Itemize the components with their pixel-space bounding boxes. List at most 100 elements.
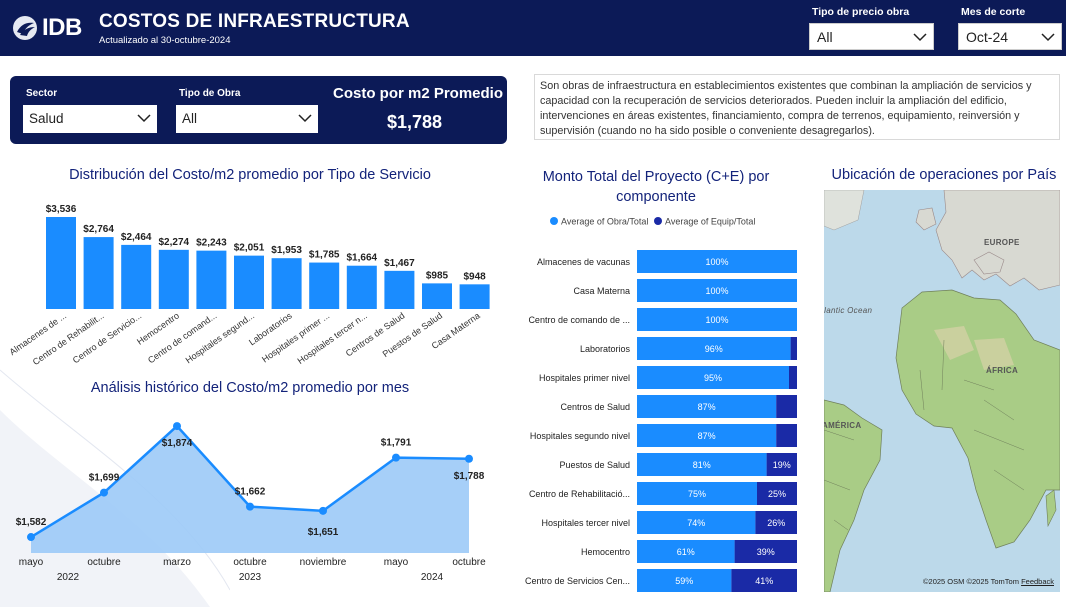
tipo-obra-select[interactable]: All	[176, 105, 318, 133]
stack-bar-equip-3	[790, 337, 797, 360]
area-x-label: octubre	[87, 557, 121, 568]
area-chart: $1,582 mayo $1,699 octubre $1,874 marzo $1,662…	[16, 422, 486, 583]
area-value-label: $1,788	[454, 471, 485, 482]
page-subtitle: Actualizado al 30-octubre-2024	[99, 35, 231, 46]
map-label-america: AMÉRICA	[824, 421, 862, 430]
stack-category-label: Centro de comando de ...	[528, 315, 630, 325]
bar-value-label: $2,243	[196, 238, 227, 249]
stack-label-equip: 41%	[755, 576, 773, 586]
area-point-0	[27, 533, 35, 542]
stack-label-obra: 74%	[687, 518, 705, 528]
area-value-label: $1,662	[235, 487, 266, 498]
filter-panel: Sector Salud Tipo de Obra All Costo por …	[10, 76, 507, 144]
bar-chart-title: Distribución del Costo/m2 promedio por T…	[69, 167, 431, 183]
map-feedback-link[interactable]: Feedback	[1021, 577, 1054, 586]
stack-category-label: Puestos de Salud	[559, 460, 630, 470]
bar-5	[234, 255, 264, 309]
tipo-precio-select[interactable]: All	[809, 23, 934, 50]
kpi-title: Costo por m2 Promedio	[333, 85, 504, 102]
stack-bar-equip-5	[776, 395, 797, 418]
bar-value-label: $2,051	[234, 243, 265, 254]
stack-category-label: Centro de Servicios Cen...	[525, 576, 630, 586]
map-label-africa: ÁFRICA	[986, 366, 1019, 375]
area-point-6	[465, 454, 473, 463]
bar-category-label: Centro de comand...	[146, 310, 219, 365]
area-x-label: mayo	[19, 557, 44, 568]
tipo-precio-value: All	[817, 29, 833, 45]
area-point-3	[246, 502, 254, 511]
chevron-down-icon	[913, 33, 927, 42]
bar-7	[309, 262, 340, 309]
stack-category-label: Hospitales tercer nivel	[541, 518, 630, 528]
stack-bar-obra-5	[637, 395, 777, 418]
sector-label: Sector	[26, 88, 58, 99]
page-title: COSTOS DE INFRAESTRUCTURA	[99, 11, 410, 32]
world-map[interactable]: EUROPE Atlantic Ocean ÁFRICA AMÉRICA ©20…	[824, 190, 1060, 592]
chevron-down-icon	[1041, 33, 1055, 42]
bar-value-label: $1,785	[309, 250, 340, 261]
area-x-label: mayo	[384, 557, 409, 568]
map-label-ocean: Atlantic Ocean	[824, 306, 873, 315]
stack-category-label: Centros de Salud	[560, 402, 630, 412]
bar-value-label: $1,467	[384, 258, 415, 269]
area-point-4	[319, 506, 327, 515]
bar-0	[46, 217, 76, 309]
stack-label-obra: 100%	[705, 315, 728, 325]
mes-corte-value: Oct-24	[966, 29, 1009, 45]
line-chart-title: Análisis histórico del Costo/m2 promedio…	[90, 380, 410, 396]
area-value-label: $1,651	[308, 527, 339, 538]
logo-text: IDB	[42, 14, 82, 41]
bar-3	[158, 249, 189, 309]
stack-bar-obra-11	[637, 569, 732, 592]
area-value-label: $1,582	[16, 517, 47, 528]
stack-bar-obra-4	[637, 366, 789, 389]
stacked-chart-title: Monto Total del Proyecto (C+E) por compo…	[542, 169, 770, 205]
map-title: Ubicación de operaciones por País	[831, 167, 1057, 183]
bar-category-label: Centro de Rehabilit...	[31, 310, 106, 367]
stack-category-label: Centro de Rehabilitació...	[529, 489, 630, 499]
mes-corte-select[interactable]: Oct-24	[958, 23, 1062, 50]
stack-category-label: Hospitales primer nivel	[539, 373, 630, 383]
bar-value-label: $2,274	[159, 237, 190, 248]
chevron-down-icon	[137, 114, 151, 123]
stack-label-equip: 25%	[768, 489, 786, 499]
map-label-europe: EUROPE	[984, 238, 1020, 247]
stack-bar-obra-0	[637, 250, 797, 273]
bar-category-label: Hospitales segund...	[184, 310, 257, 365]
stack-bar-obra-3	[637, 337, 791, 360]
stack-category-label: Almacenes de vacunas	[537, 257, 631, 267]
legend-marker-1	[654, 217, 662, 225]
area-year-label: 2023	[239, 572, 262, 583]
area-x-label: octubre	[452, 557, 486, 568]
sector-select[interactable]: Salud	[23, 105, 157, 133]
stack-bar-equip-11	[731, 569, 797, 592]
bar-value-label: $2,464	[121, 232, 152, 243]
stack-label-equip: 39%	[757, 547, 775, 557]
bar-8	[346, 265, 377, 309]
bar-value-label: $985	[426, 270, 449, 281]
stacked-bar-chart: Average of Obra/Total Average of Equip/To…	[525, 217, 797, 592]
area-x-label: noviembre	[300, 557, 347, 568]
stack-label-obra: 75%	[688, 489, 706, 499]
chevron-down-icon	[298, 114, 312, 123]
stack-bar-obra-9	[637, 511, 756, 534]
filter-label-mes-corte: Mes de corte	[961, 6, 1026, 18]
bar-value-label: $2,764	[83, 224, 114, 235]
stack-category-label: Hemocentro	[581, 547, 630, 557]
legend-marker-0	[550, 217, 558, 225]
area-point-1	[100, 488, 108, 497]
stack-bar-obra-6	[637, 424, 777, 447]
bar-value-label: $1,953	[271, 245, 302, 256]
stack-label-obra: 87%	[698, 402, 716, 412]
stack-label-equip: 26%	[767, 518, 785, 528]
stack-bar-equip-4	[789, 366, 797, 389]
stack-bar-obra-7	[637, 453, 767, 476]
bar-category-label: Hospitales tercer n...	[296, 310, 369, 366]
map-attribution: ©2025 OSM ©2025 TomTom Feedback	[923, 577, 1054, 586]
stack-bar-equip-6	[776, 424, 797, 447]
stack-bar-equip-9	[755, 511, 797, 534]
area-value-label: $1,874	[162, 438, 193, 449]
map-graphic	[824, 190, 1060, 592]
stack-category-label: Laboratorios	[580, 344, 631, 354]
